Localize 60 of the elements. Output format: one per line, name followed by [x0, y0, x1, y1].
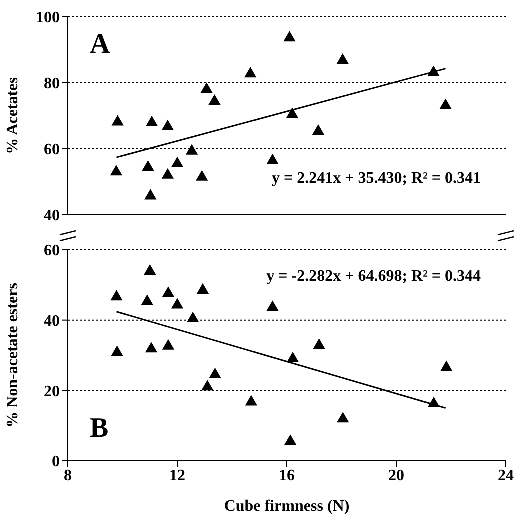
y-axis-title: % Non-acetate esters — [4, 283, 22, 428]
point — [111, 346, 124, 356]
point — [440, 98, 452, 110]
point — [286, 108, 299, 118]
y-tick-label: 60 — [44, 242, 60, 260]
point — [202, 380, 214, 391]
x-axis-title: Cube firmness (N) — [224, 498, 350, 515]
y-tick-label: 0 — [52, 454, 60, 471]
y-tick-label: 60 — [44, 142, 60, 159]
point — [145, 342, 158, 353]
point — [146, 116, 158, 126]
point — [171, 156, 184, 168]
y-tick-label: 80 — [44, 76, 60, 93]
point — [186, 144, 198, 155]
point — [200, 82, 213, 94]
point — [266, 300, 279, 312]
point — [196, 170, 208, 181]
point — [162, 168, 174, 179]
point — [313, 338, 326, 350]
point — [162, 120, 174, 130]
x-tick-label: 8 — [64, 467, 72, 484]
annotation: B — [90, 413, 109, 445]
point — [144, 189, 157, 200]
point — [110, 165, 123, 176]
point — [245, 395, 258, 406]
point — [284, 434, 297, 446]
x-tick-label: 20 — [388, 467, 404, 484]
point — [187, 312, 200, 322]
point — [162, 286, 175, 298]
point — [171, 298, 184, 309]
y-tick-label: 40 — [44, 208, 60, 225]
point — [284, 31, 296, 42]
point — [337, 412, 350, 423]
annotation: y = 2.241x + 35.430; R² = 0.341 — [272, 170, 481, 188]
point — [208, 94, 221, 105]
x-tick-label: 12 — [170, 467, 186, 484]
y-axis-title: % Acetates — [4, 78, 22, 154]
y-tick-label: 100 — [36, 10, 60, 27]
annotation: y = -2.282x + 64.698; R² = 0.344 — [266, 268, 481, 286]
y-tick-label: 40 — [44, 313, 60, 330]
point — [144, 264, 156, 275]
point — [336, 54, 349, 64]
x-tick-label: 24 — [498, 467, 514, 484]
point — [209, 368, 222, 378]
point — [112, 115, 124, 126]
point — [266, 154, 279, 164]
point — [286, 352, 300, 363]
point — [312, 124, 325, 136]
point — [162, 339, 175, 350]
x-tick-label: 16 — [279, 467, 295, 484]
point — [428, 66, 440, 76]
annotation: A — [90, 29, 110, 61]
y-tick-label: 20 — [44, 383, 60, 400]
point — [440, 360, 453, 372]
point — [244, 67, 257, 78]
point — [428, 397, 440, 408]
point — [142, 160, 154, 171]
point — [110, 290, 123, 301]
point — [196, 283, 210, 294]
point — [141, 294, 154, 306]
